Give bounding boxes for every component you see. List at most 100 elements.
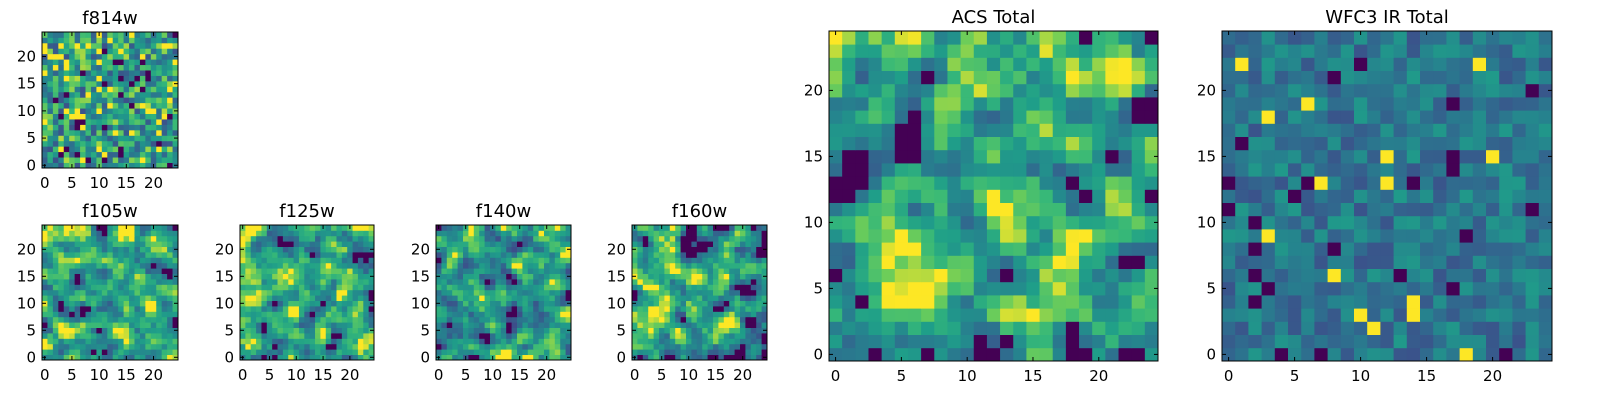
heatmap-cell xyxy=(118,235,124,242)
heatmap-cell xyxy=(565,279,572,285)
heatmap-cell xyxy=(1235,295,1249,309)
heatmap-cell xyxy=(139,70,146,76)
heatmap-cell xyxy=(517,316,523,323)
heatmap-cell xyxy=(156,225,163,231)
heatmap-cell xyxy=(632,295,638,301)
heatmap-cell xyxy=(632,262,638,269)
heatmap-cell xyxy=(653,322,660,328)
heatmap-cell xyxy=(288,257,294,264)
heatmap-cell xyxy=(1538,70,1553,85)
heatmap-cell xyxy=(145,262,152,269)
heatmap-cell xyxy=(1000,202,1014,217)
heatmap-cell xyxy=(320,252,327,258)
heatmap-cell xyxy=(522,349,529,355)
heatmap-cell xyxy=(1354,31,1368,45)
heatmap-cell xyxy=(134,230,141,237)
heatmap-cell xyxy=(533,316,539,323)
heatmap-cell xyxy=(1235,123,1249,137)
heatmap-cell xyxy=(47,32,54,38)
heatmap-cell xyxy=(96,42,103,49)
heatmap-cell xyxy=(511,284,518,291)
heatmap-cell xyxy=(829,255,843,269)
heatmap-cell xyxy=(549,257,556,264)
heatmap-cell xyxy=(347,257,353,264)
heatmap-cell xyxy=(293,235,300,242)
heatmap-cell xyxy=(85,343,92,350)
heatmap-cell xyxy=(101,37,108,44)
heatmap-cell xyxy=(468,289,475,296)
heatmap-cell xyxy=(1105,189,1119,203)
heatmap-cell xyxy=(544,300,550,307)
heatmap-cell xyxy=(527,349,534,355)
y-tick-label: 15 xyxy=(215,267,234,285)
heatmap-cell xyxy=(69,235,76,242)
heatmap-cell xyxy=(145,338,152,345)
heatmap-cell xyxy=(1538,268,1553,283)
heatmap-cell xyxy=(47,91,54,98)
heatmap-cell xyxy=(659,327,665,334)
heatmap-cell xyxy=(47,300,54,307)
heatmap-cell xyxy=(69,42,76,49)
heatmap-cell xyxy=(881,202,896,217)
heatmap-cell xyxy=(1288,149,1302,164)
heatmap-cell xyxy=(315,322,321,328)
heatmap-cell xyxy=(1092,83,1106,98)
heatmap-cell xyxy=(145,230,152,237)
heatmap-cell xyxy=(1538,308,1553,322)
heatmap-cell xyxy=(533,230,539,237)
heatmap-cell xyxy=(947,229,961,243)
heatmap-cell xyxy=(156,300,163,307)
heatmap-cell xyxy=(707,289,714,296)
heatmap-cell xyxy=(150,316,157,323)
heatmap-cell xyxy=(1052,215,1067,230)
heatmap-cell xyxy=(490,311,496,318)
y-tick-label: 20 xyxy=(1197,81,1216,99)
heatmap-cell xyxy=(490,279,496,285)
heatmap-cell xyxy=(554,257,561,264)
heatmap-cell xyxy=(74,48,81,55)
heatmap-cell xyxy=(718,252,725,258)
heatmap-cell xyxy=(80,225,86,231)
heatmap-cell xyxy=(446,284,453,291)
heatmap-cell xyxy=(1026,70,1040,85)
heatmap-cell xyxy=(156,124,163,131)
heatmap-cell xyxy=(829,70,843,85)
y-tick-label: 10 xyxy=(804,213,823,231)
heatmap-cell xyxy=(42,37,48,44)
heatmap-cell xyxy=(47,140,54,147)
heatmap-cell xyxy=(696,311,703,318)
heatmap-cell xyxy=(74,151,81,158)
heatmap-cell xyxy=(1248,308,1262,322)
heatmap-cell xyxy=(1499,189,1513,203)
heatmap-cell xyxy=(52,151,59,158)
heatmap-cell xyxy=(713,333,719,339)
heatmap-cell xyxy=(517,268,523,274)
heatmap-cell xyxy=(85,311,92,318)
heatmap-cell xyxy=(134,235,141,242)
heatmap-cell xyxy=(734,316,741,323)
heatmap-cell xyxy=(288,300,294,307)
heatmap-cell xyxy=(112,241,119,247)
heatmap-cell xyxy=(101,97,108,104)
heatmap-cell xyxy=(511,316,518,323)
heatmap-cell xyxy=(320,311,327,318)
heatmap-cell xyxy=(669,311,676,318)
heatmap-cell xyxy=(659,338,665,345)
heatmap-cell xyxy=(1393,242,1408,256)
heatmap-cell xyxy=(112,129,119,136)
heatmap-cell xyxy=(90,268,97,274)
heatmap-cell xyxy=(484,311,491,318)
heatmap-cell xyxy=(648,311,654,318)
heatmap-cell xyxy=(490,349,496,355)
heatmap-cell xyxy=(139,64,146,71)
heatmap-cell xyxy=(42,75,48,82)
heatmap-cell xyxy=(352,306,359,312)
heatmap-cell xyxy=(1118,176,1133,190)
heatmap-cell xyxy=(756,333,762,339)
heatmap-cell xyxy=(261,230,268,237)
heatmap-cell xyxy=(1340,70,1355,85)
heatmap-cell xyxy=(1393,308,1408,322)
heatmap-cell xyxy=(740,300,746,307)
heatmap-cell xyxy=(484,322,491,328)
